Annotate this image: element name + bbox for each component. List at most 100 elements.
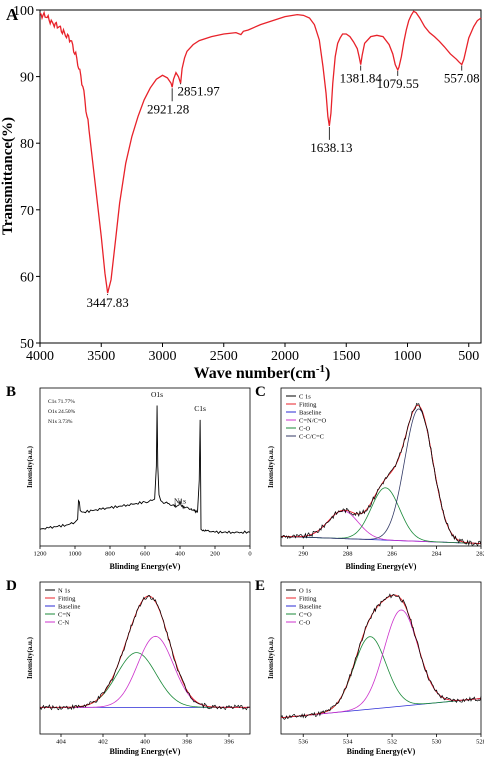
- panel-d-y-axis-label: Intensity(a.u.): [26, 636, 34, 679]
- panel-d-n1s: D 404 402 400 398 396 N 1sFittingBaselineC=N…: [6, 578, 251, 756]
- component-c-o: [280, 636, 482, 719]
- legend-entry: Fitting: [299, 595, 317, 602]
- panel-d-curves: [39, 595, 251, 711]
- panel-c-frame: [280, 387, 482, 547]
- panel-d-letter: D: [6, 578, 17, 594]
- x-tick-label: 290: [298, 551, 308, 558]
- y-tick-label: 60: [20, 270, 34, 285]
- peak-label: 2921.28: [147, 101, 189, 116]
- panel-c-x-ticks: 290 288 286 284 282: [298, 546, 484, 558]
- x-tick-label: 800: [105, 551, 115, 558]
- x-tick-label: 2000: [271, 349, 299, 364]
- x-tick-label: 534: [343, 739, 354, 746]
- x-tick-label: 398: [182, 739, 192, 746]
- peak-label: C1s: [194, 404, 206, 413]
- panel-b-letter: B: [6, 384, 16, 400]
- panel-a-y-ticks: 50 60 70 80 90 100: [13, 4, 40, 352]
- legend-entry: C 1s: [299, 393, 311, 400]
- panel-c-x-axis-label: Blinding Energy(eV): [346, 562, 417, 571]
- legend-entry: C-O: [299, 619, 311, 626]
- x-tick-label: 600: [140, 551, 150, 558]
- panel-b-x-ticks: 1200 1000 800 600 400 200 0: [34, 546, 252, 558]
- y-tick-label: 80: [20, 137, 34, 152]
- x-tick-label: 402: [98, 739, 108, 746]
- composition-entry: O1s 24.50%: [48, 409, 76, 415]
- x-tick-label: 4000: [26, 349, 54, 364]
- panel-d-x-axis-label: Blinding Energy(eV): [110, 747, 181, 756]
- x-tick-label: 500: [458, 349, 479, 364]
- panel-c-curves: [280, 402, 482, 547]
- fit-line: [280, 404, 482, 544]
- raw-data-line: [280, 593, 482, 720]
- peak-label: 557.08: [444, 71, 480, 86]
- panel-b-composition-list: C1s 71.77% O1s 24.50% N1s 3.73%: [48, 399, 76, 425]
- panel-b-survey: B 1200 1000 800 600 400 200 0 O1s N1s C1s C1s 71…: [6, 384, 252, 571]
- x-tick-label: 288: [343, 551, 353, 558]
- legend-entry: C=O: [299, 611, 312, 618]
- x-tick-label: 282: [476, 551, 484, 558]
- panel-b-x-axis-label: Blinding Energy(eV): [110, 562, 181, 571]
- panel-e-x-ticks: 536 534 532 530 528: [298, 734, 484, 746]
- peak-label: N1s: [174, 496, 186, 505]
- panel-a-x-ticks: 4000 3500 3000 2500 2000 1500 1000 500: [26, 343, 479, 364]
- panel-e-letter: E: [255, 578, 265, 594]
- peak-label: 1079.55: [377, 76, 419, 91]
- x-tick-label: 1000: [394, 349, 422, 364]
- x-tick-label: 400: [140, 739, 150, 746]
- raw-data-line: [280, 402, 482, 547]
- legend-entry: Fitting: [58, 595, 76, 602]
- panel-e-y-axis-label: Intensity(a.u.): [267, 636, 275, 679]
- composition-entry: N1s 3.73%: [48, 419, 73, 425]
- legend-entry: C=N: [58, 611, 71, 618]
- composition-entry: C1s 71.77%: [48, 399, 75, 405]
- x-tick-label: 536: [298, 739, 309, 746]
- x-tick-label: 3000: [149, 349, 177, 364]
- y-tick-label: 50: [20, 337, 34, 352]
- x-tick-label: 396: [224, 739, 235, 746]
- legend-entry: C-N: [58, 619, 70, 626]
- x-tick-label: 532: [387, 739, 397, 746]
- panel-b-spectrum-line: [39, 405, 251, 535]
- x-tick-label: 284: [432, 551, 443, 558]
- legend-entry: N 1s: [58, 587, 71, 594]
- panel-d-x-ticks: 404 402 400 398 396: [56, 734, 235, 746]
- peak-label: 3447.83: [87, 295, 129, 310]
- legend-entry: Baseline: [299, 409, 321, 416]
- panel-a-letter: A: [6, 5, 19, 24]
- panel-c-letter: C: [255, 384, 266, 400]
- component-c-n: [40, 635, 250, 708]
- panel-c-y-axis-label: Intensity(a.u.): [267, 445, 275, 488]
- peak-label: 2851.97: [178, 83, 221, 98]
- panel-e-curves: [280, 593, 482, 720]
- peak-label: 1638.13: [310, 140, 352, 155]
- legend-entry: Fitting: [299, 401, 317, 408]
- peak-label: 1381.84: [340, 71, 383, 86]
- legend-entry: Baseline: [58, 603, 80, 610]
- panel-b-y-axis-label: Intensity(a.u.): [26, 445, 34, 488]
- legend-entry: C-C/C=C: [299, 433, 324, 440]
- x-tick-label: 530: [432, 739, 442, 746]
- panel-a-frame: [39, 9, 482, 344]
- y-tick-label: 70: [20, 204, 34, 219]
- panel-c-c1s: C 290 288 286 284 282 C 1sFittingBaselineC=N…: [255, 384, 484, 571]
- panel-e-o1s: E 536 534 532 530 528 O 1sFittingBaselineC=O…: [255, 578, 484, 756]
- x-tick-label: 200: [210, 551, 220, 558]
- legend-entry: O 1s: [299, 587, 312, 594]
- component-c-c-c-c: [280, 408, 482, 544]
- y-tick-label: 90: [20, 71, 34, 86]
- panel-a-peak-labels: 3447.83 2921.28 2851.97 1638.13 1381.841079.…: [87, 65, 480, 310]
- x-tick-label: 286: [387, 551, 398, 558]
- raw-data-line: [39, 595, 251, 711]
- peak-label: O1s: [151, 390, 163, 399]
- legend-entry: Baseline: [299, 603, 321, 610]
- component-c-n-c-o: [280, 510, 482, 544]
- x-tick-label: 1200: [34, 551, 47, 558]
- legend-entry: C=N/C=O: [299, 417, 327, 424]
- component-c-n: [40, 652, 250, 708]
- y-tick-label: 100: [13, 4, 34, 19]
- x-tick-label: 400: [175, 551, 185, 558]
